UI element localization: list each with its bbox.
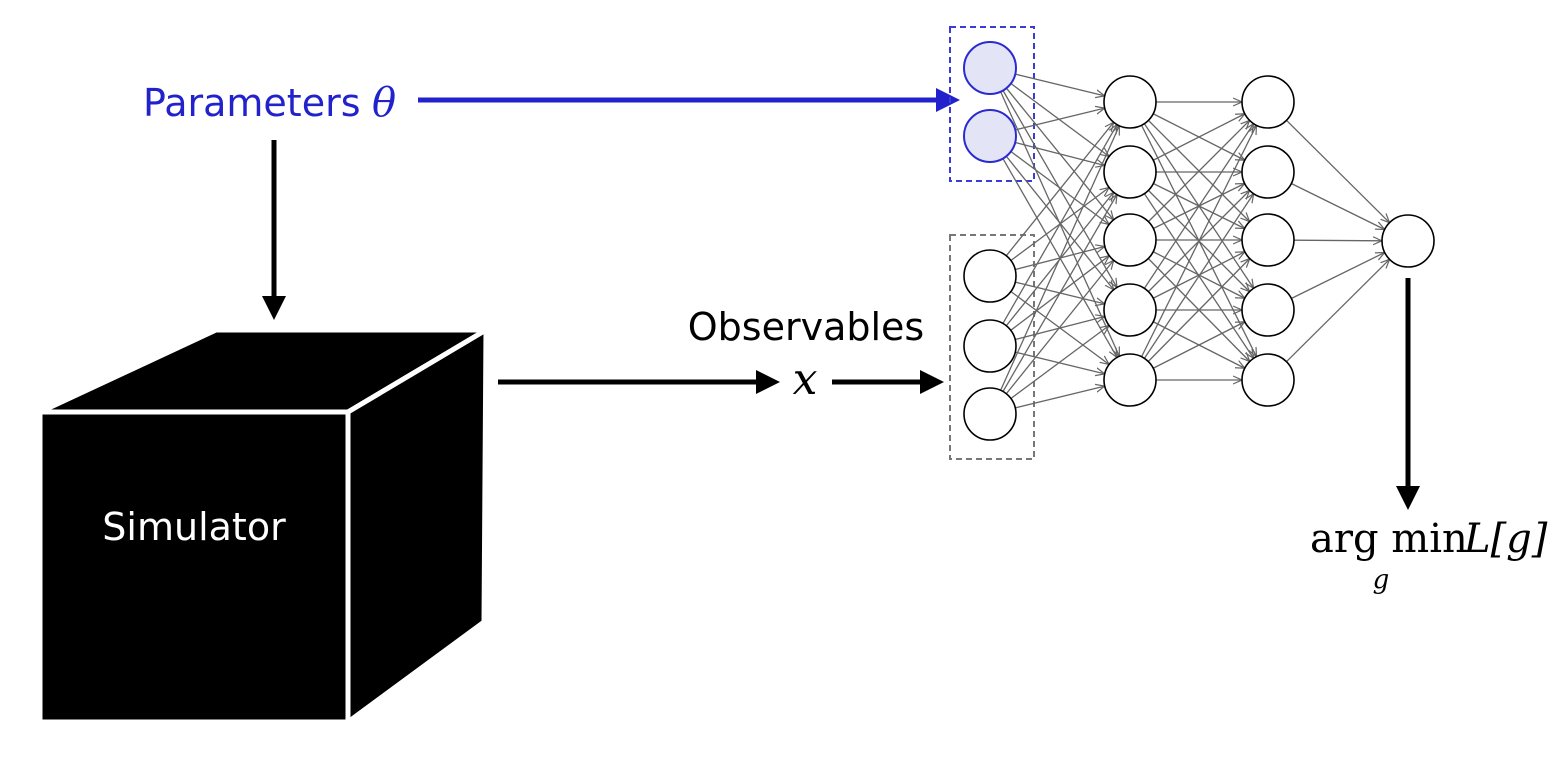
node-hidden-1-5 [1103, 353, 1157, 407]
edge-hidden1-hidden2 [1152, 114, 1245, 161]
x-symbol: x [793, 354, 818, 405]
edge-input-hidden1 [1000, 126, 1120, 391]
node-input-observables-2 [963, 319, 1017, 373]
node-input-observables-1 [963, 249, 1017, 303]
parameters-input-box [949, 26, 1035, 182]
edge-hidden1-hidden2 [1140, 125, 1257, 358]
argmin-subscript: g [1373, 565, 1390, 595]
edge-input-hidden1 [1005, 260, 1113, 395]
node-hidden-2-5 [1241, 353, 1295, 407]
edge-hidden1-hidden2 [1143, 194, 1253, 359]
node-hidden-1-2 [1103, 145, 1157, 199]
edge-input-hidden1 [1005, 122, 1113, 257]
output-arrowhead [1396, 486, 1420, 510]
parameters-arrowhead [936, 88, 960, 112]
edge-input-hidden1 [1015, 73, 1104, 96]
theta-to-simulator-arrowhead [262, 296, 286, 320]
edge-input-hidden1 [1015, 141, 1105, 165]
edge-hidden1-hidden2 [1143, 124, 1253, 289]
node-hidden-1-4 [1103, 283, 1157, 337]
edge-input-hidden1 [1015, 351, 1104, 374]
edge-hidden1-hidden2 [1147, 120, 1249, 223]
node-hidden-2-3 [1241, 213, 1295, 267]
edge-input-hidden1 [1010, 82, 1109, 157]
node-input-params-1 [963, 41, 1017, 95]
x-to-network-arrowhead [920, 370, 944, 394]
edge-hidden2-output [1291, 182, 1384, 229]
edge-input-hidden1 [1015, 108, 1104, 131]
node-input-params-2 [963, 109, 1017, 163]
edge-hidden2-output [1285, 259, 1389, 363]
network-edges [1000, 73, 1390, 409]
edge-hidden1-hidden2 [1147, 259, 1249, 362]
node-hidden-2-1 [1241, 75, 1295, 129]
edge-hidden1-hidden2 [1152, 322, 1245, 369]
edge-input-hidden1 [1010, 326, 1109, 400]
edge-input-hidden1 [1015, 386, 1104, 409]
node-hidden-2-2 [1241, 145, 1295, 199]
loss-label: L[g] [1463, 516, 1548, 562]
theta-symbol: θ [372, 80, 396, 126]
node-output-1 [1381, 214, 1435, 268]
simulator-box [37, 325, 496, 727]
edge-hidden2-output [1285, 119, 1389, 222]
parameters-label: Parameters [143, 81, 361, 125]
argmin-label: arg min [1310, 516, 1468, 562]
edge-input-hidden1 [1002, 125, 1117, 324]
observables-input-box [949, 234, 1035, 460]
edge-hidden2-output [1293, 240, 1382, 241]
node-hidden-2-4 [1241, 283, 1295, 337]
observables-label: Observables [688, 305, 924, 349]
node-hidden-1-1 [1103, 75, 1157, 129]
network-nodes [963, 41, 1435, 441]
edge-hidden2-output [1291, 252, 1384, 300]
simulator-label: Simulator [102, 505, 286, 549]
node-input-observables-3 [963, 387, 1017, 441]
simulator-to-x-arrowhead [756, 370, 780, 394]
node-hidden-1-3 [1103, 213, 1157, 267]
edge-input-hidden1 [1002, 195, 1117, 392]
